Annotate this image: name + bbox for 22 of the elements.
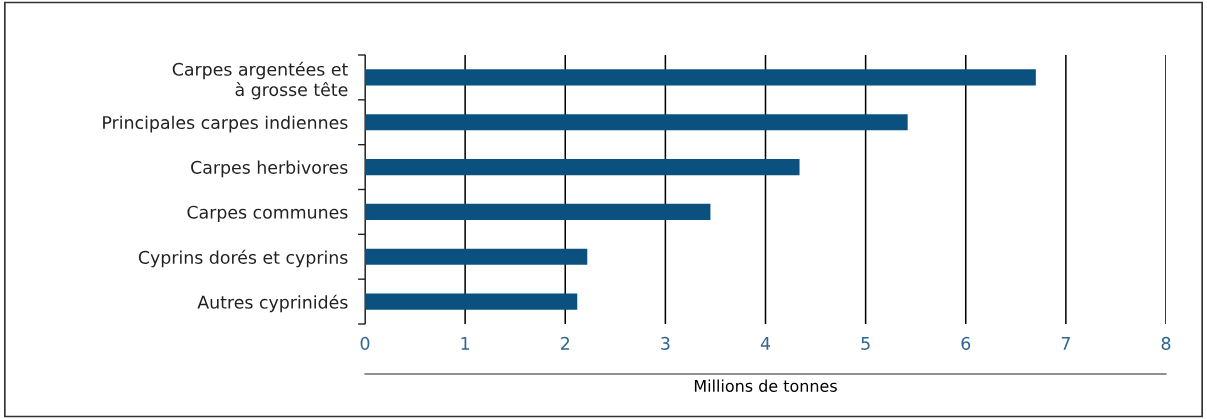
x-tick-label: 4	[760, 337, 771, 350]
x-tick-label: 5	[861, 337, 870, 350]
bar	[365, 203, 711, 220]
x-tick-label: 6	[961, 336, 971, 350]
x-tick-label: 0	[360, 336, 370, 350]
x-tick-label: 3	[661, 336, 670, 350]
y-tick-label: Carpes argentées et à grosse tête	[172, 61, 348, 100]
y-tick-label: Autres cyprinidés	[197, 294, 348, 313]
x-axis-title: Millions de tonnes	[694, 379, 837, 392]
y-tick-label: Principales carpes indiennes	[103, 115, 348, 133]
bar	[365, 248, 588, 265]
y-tick-label: Carpes herbivores	[191, 160, 348, 178]
y-tick-label: Cyprins dorés et cyprins	[138, 249, 348, 268]
bar	[365, 114, 908, 131]
bar	[365, 159, 800, 176]
x-tick-label: 7	[1061, 337, 1070, 350]
x-tick-label: 8	[1161, 336, 1171, 350]
bar	[365, 69, 1036, 86]
x-tick-label: 1	[461, 337, 470, 350]
x-tick-label: 2	[561, 336, 570, 350]
y-tick-label: Carpes communes	[187, 205, 348, 223]
bar	[365, 293, 578, 310]
